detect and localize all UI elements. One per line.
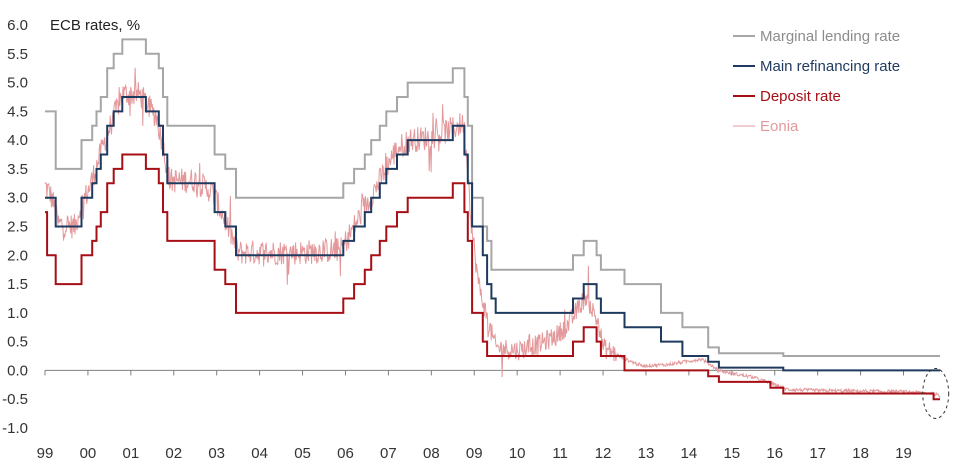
y-tick-label: 4.0	[7, 132, 28, 149]
x-tick-label: 19	[895, 445, 912, 462]
y-tick-label: 0.0	[7, 362, 28, 379]
series-line-deposit-rate	[45, 153, 940, 401]
y-tick-label: 1.5	[7, 276, 28, 293]
x-tick-label: 13	[638, 445, 655, 462]
x-tick-label: 02	[165, 445, 182, 462]
y-tick-label: 0.5	[7, 334, 28, 351]
x-tick-label: 16	[766, 445, 783, 462]
highlight-ellipse	[922, 367, 950, 419]
x-tick-label: 09	[466, 445, 483, 462]
y-tick-label: -1.0	[2, 420, 28, 437]
x-tick-label: 12	[595, 445, 612, 462]
y-tick-label: 1.0	[7, 305, 28, 322]
y-tick-label: 2.0	[7, 247, 28, 264]
legend-label: Main refinancing rate	[760, 58, 900, 75]
x-tick-label: 18	[852, 445, 869, 462]
y-axis-tick-labels: 6.0 5.5 5.0 4.5 4.0 3.5 3.0 2.5 2.0 1.5 1.0 0.5 0.0 -…	[2, 17, 28, 437]
x-tick-label: 15	[723, 445, 740, 462]
x-tick-label: 14	[681, 445, 698, 462]
x-tick-label: 17	[809, 445, 826, 462]
x-axis-tick-labels: 99 00 01 02 03 04 05 06 07 08 09 10 11 12 13 14 15 16 17 18…	[37, 445, 912, 462]
y-axis-title: ECB rates, %	[50, 17, 140, 34]
x-tick-label: 07	[380, 445, 397, 462]
y-tick-label: 3.0	[7, 190, 28, 207]
y-tick-label: 3.5	[7, 161, 28, 178]
legend-label: Marginal lending rate	[760, 28, 900, 45]
legend-label: Deposit rate	[760, 88, 841, 105]
y-tick-label: 5.5	[7, 46, 28, 63]
legend: Marginal lending rate Main refinancing ra…	[733, 28, 900, 135]
legend-label: Eonia	[760, 118, 799, 135]
series-lines	[44, 38, 941, 401]
series-line-marginal-lending-rate	[45, 38, 940, 357]
x-tick-label: 01	[123, 445, 140, 462]
x-tick-label: 10	[509, 445, 526, 462]
x-tick-label: 03	[208, 445, 225, 462]
x-tick-label: 99	[37, 445, 54, 462]
x-tick-label: 00	[80, 445, 97, 462]
y-tick-label: 4.5	[7, 103, 28, 120]
series-line-main-refinancing-rate	[45, 96, 940, 372]
y-tick-label: 6.0	[7, 17, 28, 34]
x-tick-label: 06	[337, 445, 354, 462]
x-tick-label: 11	[552, 445, 568, 462]
y-tick-label: 5.0	[7, 75, 28, 92]
x-tick-label: 04	[251, 445, 268, 462]
x-tick-label: 08	[423, 445, 440, 462]
x-tick-label: 05	[294, 445, 311, 462]
y-tick-label: 2.5	[7, 219, 28, 236]
y-tick-label: -0.5	[2, 391, 28, 408]
series-line-eonia	[44, 67, 941, 398]
